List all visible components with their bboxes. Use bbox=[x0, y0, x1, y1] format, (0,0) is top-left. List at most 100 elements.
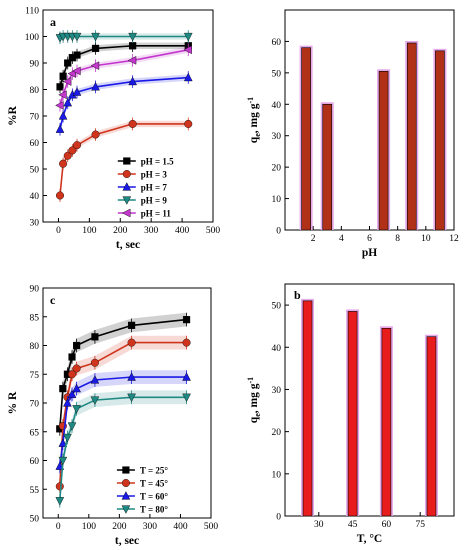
y-tick-label: 100 bbox=[25, 33, 40, 43]
panel-label: a bbox=[50, 15, 56, 29]
series-ph-9 bbox=[55, 30, 193, 45]
x-tick-label: 75 bbox=[415, 520, 425, 530]
y-tick-label: 10 bbox=[272, 195, 282, 205]
bar bbox=[301, 47, 311, 231]
panel-c-line-chart: 0 100 200 300 400 500 50 55 60 65 70 75 80 85 90 t, sec… bbox=[7, 285, 218, 548]
data-point bbox=[128, 32, 137, 42]
bar bbox=[302, 300, 313, 517]
series-t-80 bbox=[55, 390, 191, 508]
legend-label: T = 60° bbox=[140, 492, 168, 502]
data-point bbox=[58, 438, 68, 447]
data-point bbox=[91, 44, 100, 53]
panel-b-bar-chart: 30 45 60 75 0 10 20 30 40 50 T, °C qe, mg g-1 b bbox=[246, 283, 455, 545]
series-ph-11 bbox=[55, 43, 192, 112]
x-tick-label: 30 bbox=[314, 520, 324, 530]
plot-frame bbox=[284, 283, 455, 517]
series-line bbox=[59, 396, 187, 501]
legend-marker bbox=[121, 479, 130, 488]
data-point bbox=[184, 119, 193, 128]
data-point bbox=[63, 433, 72, 443]
bar bbox=[406, 42, 417, 231]
data-point bbox=[90, 396, 100, 405]
x-tick-label: 0 bbox=[56, 226, 61, 236]
data-point bbox=[127, 393, 136, 403]
data-point bbox=[59, 72, 67, 80]
legend-label: T = 45° bbox=[140, 479, 168, 489]
x-tick-label: 100 bbox=[82, 522, 97, 532]
data-point bbox=[182, 372, 191, 381]
data-point bbox=[182, 393, 191, 403]
y-tick-label: 50 bbox=[272, 69, 282, 79]
data-point bbox=[73, 51, 81, 59]
x-tick-label: 300 bbox=[144, 226, 159, 236]
x-tick-label: 200 bbox=[112, 522, 127, 532]
y-tick-label: 10 bbox=[272, 470, 282, 480]
x-tick-label: 2 bbox=[311, 234, 316, 244]
y-tick-label: 50 bbox=[30, 166, 40, 176]
data-point bbox=[127, 321, 136, 329]
data-point bbox=[91, 82, 100, 91]
x-tick-label: 8 bbox=[395, 234, 400, 244]
data-point bbox=[68, 146, 77, 155]
series-band bbox=[60, 42, 189, 91]
y-tick-label: 40 bbox=[272, 101, 282, 111]
legend-label: pH = 9 bbox=[141, 196, 168, 206]
legend-marker bbox=[122, 182, 132, 191]
x-tick-label: 400 bbox=[173, 522, 188, 532]
data-point bbox=[91, 130, 100, 139]
data-point bbox=[72, 364, 81, 373]
data-point bbox=[91, 32, 100, 42]
y-tick-label: 20 bbox=[272, 428, 282, 438]
data-point bbox=[55, 482, 64, 491]
y-tick-label: 0 bbox=[276, 227, 281, 237]
y-tick-label: 70 bbox=[30, 113, 40, 123]
legend-marker bbox=[121, 208, 131, 218]
bar bbox=[322, 103, 333, 231]
data-point bbox=[91, 333, 99, 341]
y-tick-label: 40 bbox=[272, 344, 282, 354]
data-point bbox=[68, 353, 76, 361]
data-point bbox=[72, 383, 81, 393]
y-tick-label: 70 bbox=[30, 400, 40, 410]
panel-a-line-chart: 0 100 200 300 400 500 30 40 50 60 70 80 90 100 110 t, s… bbox=[7, 7, 220, 252]
y-tick-label: 55 bbox=[30, 486, 40, 496]
panel-ph-bar-chart: 2 4 6 8 10 12 0 10 20 30 40 50 60 pH qe, mg g-1 bbox=[246, 9, 459, 259]
data-point bbox=[183, 72, 193, 82]
x-tick-label: 0 bbox=[56, 522, 61, 532]
legend: pH = 1.5 pH = 3 pH = 7 pH = 9 pH = 11 bbox=[117, 157, 174, 219]
legend-label: T = 25° bbox=[140, 466, 168, 476]
legend-marker bbox=[121, 491, 131, 500]
data-point bbox=[72, 341, 81, 350]
data-point bbox=[56, 191, 65, 200]
data-point bbox=[67, 389, 77, 398]
data-point bbox=[183, 45, 192, 55]
y-tick-label: 40 bbox=[30, 192, 40, 202]
x-tick-label: 500 bbox=[204, 522, 219, 532]
y-tick-label: 110 bbox=[25, 7, 39, 17]
legend: T = 25° T = 45° T = 60° T = 80° bbox=[116, 466, 168, 515]
y-tick-label: 30 bbox=[272, 132, 282, 142]
x-tick-label: 100 bbox=[82, 226, 97, 236]
x-tick-label: 300 bbox=[143, 522, 158, 532]
y-tick-label: 80 bbox=[30, 86, 40, 96]
legend-label: pH = 3 bbox=[141, 170, 168, 180]
y-axis-label: qe, mg g-1 bbox=[246, 377, 262, 423]
y-tick-label: 20 bbox=[272, 164, 282, 174]
data-point bbox=[183, 32, 193, 42]
legend-label: pH = 1.5 bbox=[141, 157, 174, 167]
legend-marker bbox=[122, 169, 131, 178]
data-point bbox=[72, 141, 81, 150]
x-axis-label: pH bbox=[362, 247, 377, 259]
x-tick-label: 200 bbox=[113, 226, 128, 236]
data-point bbox=[58, 456, 68, 466]
x-tick-label: 400 bbox=[175, 226, 190, 236]
data-point bbox=[67, 422, 77, 431]
x-tick-label: 12 bbox=[449, 234, 459, 244]
bar bbox=[378, 70, 389, 231]
data-point bbox=[59, 159, 68, 168]
x-axis-label: t, sec bbox=[115, 535, 139, 547]
x-axis-label: t, sec bbox=[116, 239, 140, 251]
data-point bbox=[128, 76, 137, 86]
data-point bbox=[127, 372, 136, 381]
